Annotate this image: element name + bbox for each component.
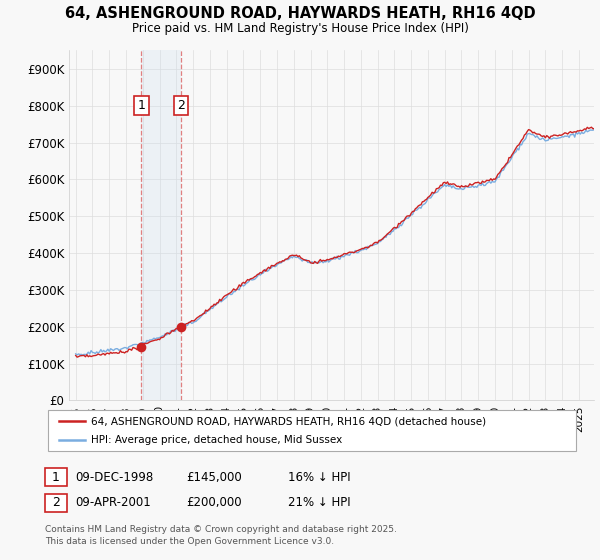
Text: 21% ↓ HPI: 21% ↓ HPI (288, 496, 350, 510)
Bar (142, 50, 181, 400)
Text: 16% ↓ HPI: 16% ↓ HPI (288, 470, 350, 484)
Text: £145,000: £145,000 (186, 470, 242, 484)
Text: Price paid vs. HM Land Registry's House Price Index (HPI): Price paid vs. HM Land Registry's House … (131, 22, 469, 35)
Text: 2: 2 (177, 99, 185, 112)
Text: HPI: Average price, detached house, Mid Sussex: HPI: Average price, detached house, Mid … (91, 435, 343, 445)
Text: £200,000: £200,000 (186, 496, 242, 510)
Text: 1: 1 (52, 470, 60, 484)
Text: 2: 2 (52, 496, 60, 510)
Text: 64, ASHENGROUND ROAD, HAYWARDS HEATH, RH16 4QD (detached house): 64, ASHENGROUND ROAD, HAYWARDS HEATH, RH… (91, 417, 487, 426)
Text: 1: 1 (137, 99, 145, 112)
Text: 09-APR-2001: 09-APR-2001 (75, 496, 151, 510)
Text: 09-DEC-1998: 09-DEC-1998 (75, 470, 153, 484)
Text: Contains HM Land Registry data © Crown copyright and database right 2025.
This d: Contains HM Land Registry data © Crown c… (45, 525, 397, 546)
Text: 64, ASHENGROUND ROAD, HAYWARDS HEATH, RH16 4QD: 64, ASHENGROUND ROAD, HAYWARDS HEATH, RH… (65, 6, 535, 21)
